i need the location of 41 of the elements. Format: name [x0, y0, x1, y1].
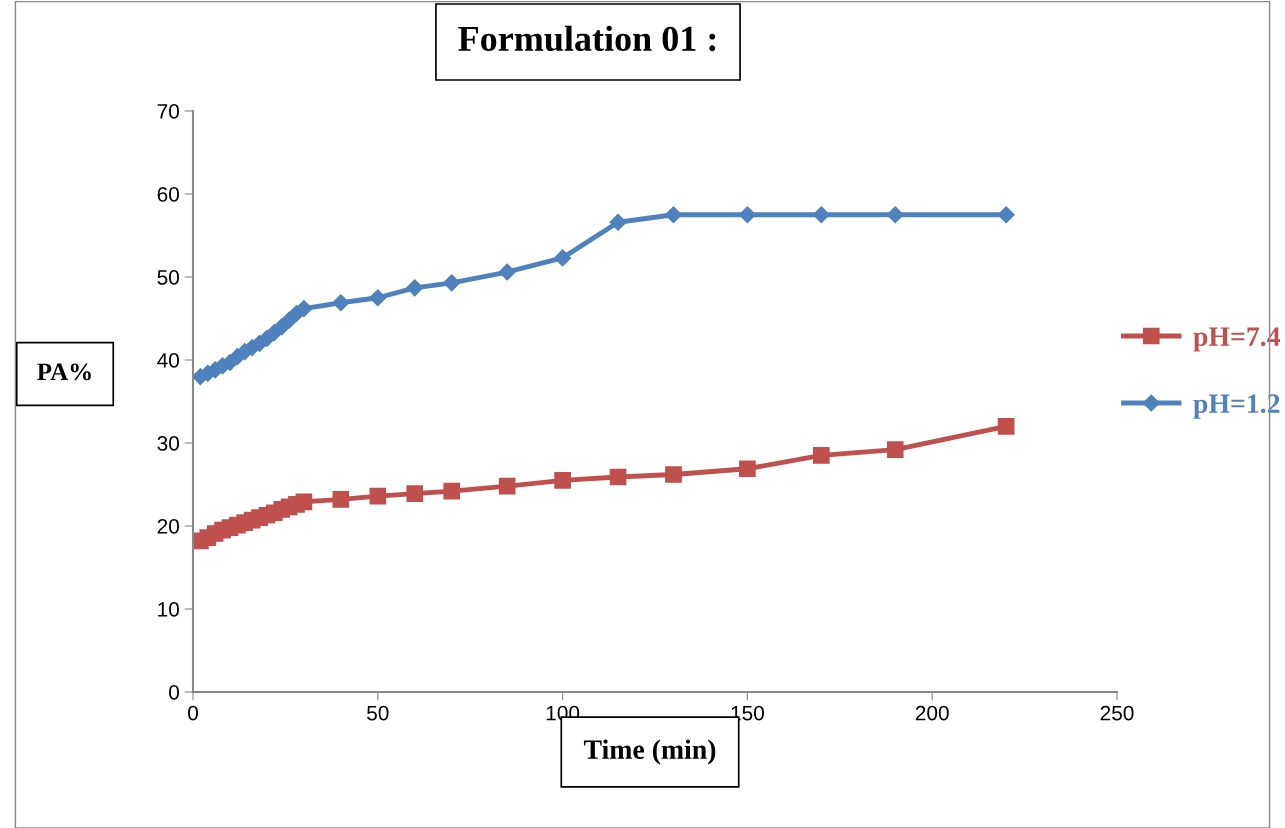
- x-tick-label: 200: [915, 705, 949, 721]
- point: [295, 299, 313, 318]
- point: [406, 279, 424, 297]
- point: [609, 213, 627, 231]
- point: [665, 466, 682, 483]
- point: [443, 482, 461, 500]
- point: [332, 491, 350, 508]
- y-axis-title: PA%: [37, 363, 91, 381]
- point: [738, 206, 756, 224]
- point: [369, 487, 387, 505]
- x-tick-label: 50: [367, 705, 389, 721]
- chart-title: Formulation 01 :: [458, 25, 716, 52]
- point: [997, 206, 1015, 224]
- point: [997, 418, 1015, 435]
- point: [443, 274, 461, 292]
- y-tick-label: 50: [157, 270, 179, 285]
- y-tick-label: 60: [157, 187, 179, 202]
- y-tick-label: 10: [158, 602, 179, 617]
- point: [554, 249, 572, 267]
- point: [664, 206, 683, 224]
- point: [332, 294, 350, 312]
- point: [609, 468, 627, 486]
- point: [886, 206, 904, 224]
- y-tick-label: 70: [157, 104, 179, 119]
- x-tick-label: 250: [1100, 705, 1134, 721]
- point: [295, 493, 313, 511]
- point: [886, 441, 904, 458]
- y-tick-label: 20: [157, 519, 179, 534]
- point: [812, 206, 830, 224]
- y-tick-label: 40: [157, 353, 179, 368]
- y-tick-label: 30: [157, 436, 179, 451]
- point: [498, 263, 516, 281]
- point: [369, 289, 387, 307]
- point: [406, 485, 424, 502]
- point: [498, 477, 516, 495]
- point: [554, 472, 571, 489]
- point: [812, 447, 830, 464]
- x-axis-title: Time (min): [583, 739, 716, 765]
- x-tick-label: 0: [188, 705, 198, 721]
- point: [739, 460, 756, 478]
- y-tick-label: 0: [169, 685, 179, 700]
